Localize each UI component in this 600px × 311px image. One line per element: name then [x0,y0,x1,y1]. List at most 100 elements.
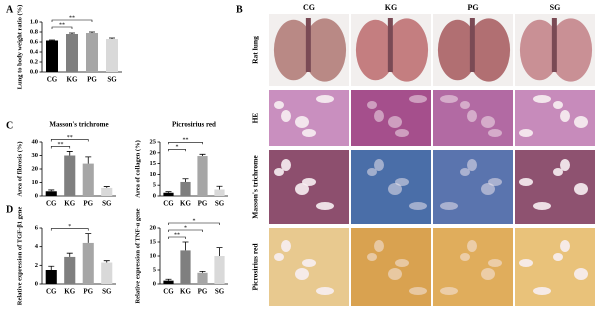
x-tick-label: KG [67,76,78,84]
x-tick-label: SG [102,200,112,208]
bar [45,191,57,196]
alveolus [460,101,470,109]
error-bar [109,37,115,39]
significance-mark: ** [67,135,73,141]
alveolus [388,116,402,128]
alveolus [460,253,470,261]
x-tick-label: CG [163,288,174,296]
significance-bracket [51,26,73,29]
alveolus [574,116,588,128]
lung-lobe [303,18,347,82]
column-header: PG [467,3,478,12]
lung-lobe [519,19,560,81]
x-tick-label: KG [180,200,191,208]
alveolus [367,253,377,261]
y-tick-label: 0.0 [30,68,38,75]
error-bar [48,189,55,192]
alveolus [560,110,570,122]
alveolus [519,178,533,186]
lung-lobe [355,19,396,81]
lung-lobe [467,18,511,82]
y-tick-label: 0.4 [30,48,39,55]
alveolus [481,116,495,128]
y-tick-label: 10 [32,179,39,186]
alveolus [388,268,402,280]
error-bar [85,233,92,243]
panel-label: D [6,204,13,215]
bar [64,256,76,284]
alveolus [533,95,551,103]
y-tick-label: 15 [150,238,157,245]
error-bar [66,151,73,156]
y-tick-label: 0 [35,280,38,287]
bar [163,192,174,196]
alveolus [374,159,384,171]
y-tick-label: 0 [153,280,156,287]
y-tick-label: 0.6 [30,38,39,45]
alveolus [395,129,409,137]
y-tick-label: 20 [150,224,157,231]
error-bar [103,186,110,188]
y-tick-label: 10 [150,171,157,178]
significance-bracket [50,139,89,142]
x-tick-label: SG [215,200,225,208]
bar [66,34,78,72]
y-tick-label: 0.2 [30,58,38,65]
alveolus [488,129,502,137]
alveolus [488,259,502,267]
x-tick-label: CG [46,200,57,208]
column-header: SG [550,3,561,12]
error-bar [182,178,189,182]
row-label: Rat lung [251,36,260,64]
x-tick-label: SG [102,288,112,296]
alveolus [295,268,309,280]
bar [82,163,94,196]
significance-mark: * [193,218,196,224]
y-axis-label: Area of collagen (%) [134,140,141,197]
y-axis-label: Relative expression of TNF-α gene [134,208,141,303]
alveolus [440,287,458,295]
x-tick-label: SG [215,288,225,296]
error-bar [66,252,73,257]
alveolus [467,110,477,122]
significance-mark: ** [174,232,180,238]
bar [101,262,113,284]
alveolus [553,168,563,176]
alveolus [274,101,284,109]
alveolus [395,259,409,267]
significance-bracket [50,228,89,231]
panel-label: B [236,4,243,15]
significance-bracket [168,229,203,232]
x-tick-label: PG [87,76,97,84]
alveolus [302,259,316,267]
significance-bracket [51,19,93,22]
bar [214,189,225,196]
alveolus [481,183,495,195]
panel-label: A [6,4,14,15]
micrograph [515,228,595,306]
error-bar [199,271,206,273]
error-bar [89,31,95,33]
alveolus [574,183,588,195]
alveolus [281,159,291,171]
bar [82,242,94,284]
x-tick-label: PG [83,288,93,296]
bar [106,39,118,72]
x-tick-label: KG [180,288,191,296]
lung-lobe [437,19,478,81]
alveolus [440,202,458,210]
row-label: Picrosirius red [251,243,260,291]
alveolus [409,287,427,295]
y-tick-label: 10 [150,252,157,259]
x-tick-label: CG [47,76,58,84]
y-tick-label: 4 [35,243,39,250]
alveolus [274,253,284,261]
y-tick-label: 5 [153,266,157,273]
error-bar [103,260,110,263]
y-tick-label: 15 [150,160,157,167]
alveolus [409,202,427,210]
alveolus [316,202,334,210]
alveolus [460,168,470,176]
error-bar [48,265,55,270]
x-tick-label: PG [83,200,93,208]
